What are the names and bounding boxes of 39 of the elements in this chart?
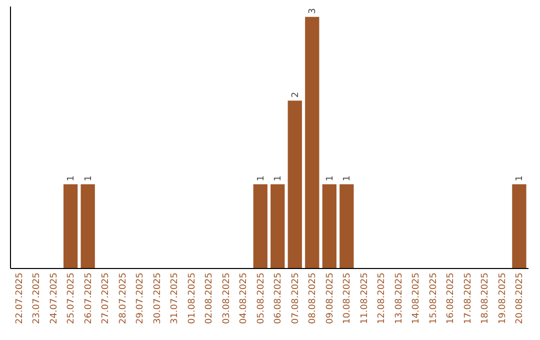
x-tick-label: 31.07.2025 [170, 272, 180, 324]
x-tick-label: 18.08.2025 [480, 272, 491, 324]
x-tick-label: 20.08.2025 [515, 272, 526, 324]
x-tick-label: 24.07.2025 [49, 272, 60, 324]
x-tick-label: 16.08.2025 [446, 272, 456, 324]
x-tick-label: 10.08.2025 [342, 272, 353, 324]
x-tick-label: 12.08.2025 [377, 272, 388, 324]
data-label: 3 [308, 8, 318, 14]
data-label: 1 [66, 176, 77, 182]
x-tick-label: 08.08.2025 [308, 272, 318, 324]
data-label: 2 [290, 92, 301, 98]
x-tick-label: 22.07.2025 [14, 272, 25, 324]
x-tick-label: 26.07.2025 [84, 272, 94, 324]
x-tick-label: 17.08.2025 [463, 272, 474, 324]
x-tick-label: 13.08.2025 [394, 272, 404, 324]
x-tick-label: 04.08.2025 [239, 272, 250, 324]
x-tick-label: 30.07.2025 [152, 272, 163, 324]
x-tick-label: 23.07.2025 [32, 272, 42, 324]
x-tick-label: 14.08.2025 [412, 272, 422, 324]
data-label: 1 [84, 176, 94, 182]
x-tick-label: 05.08.2025 [256, 272, 266, 324]
data-label: 1 [515, 176, 526, 182]
x-tick-label: 07.08.2025 [290, 272, 301, 324]
data-label: 1 [342, 176, 353, 182]
x-tick-label: 15.08.2025 [428, 272, 439, 324]
x-tick-label: 25.07.2025 [66, 272, 77, 324]
data-label: 1 [325, 176, 336, 182]
x-tick-label: 01.08.2025 [187, 272, 198, 324]
data-label: 1 [274, 176, 284, 182]
x-tick-label: 03.08.2025 [222, 272, 232, 324]
x-tick-label: 19.08.2025 [498, 272, 508, 324]
x-tick-label: 11.08.2025 [360, 272, 370, 324]
x-tick-label: 06.08.2025 [274, 272, 284, 324]
x-tick-label: 27.07.2025 [101, 272, 112, 324]
x-tick-label: 09.08.2025 [325, 272, 336, 324]
x-tick-label: 28.07.2025 [118, 272, 128, 324]
x-tick-label: 29.07.2025 [136, 272, 146, 324]
data-label: 1 [256, 176, 266, 182]
x-tick-label: 02.08.2025 [204, 272, 215, 324]
